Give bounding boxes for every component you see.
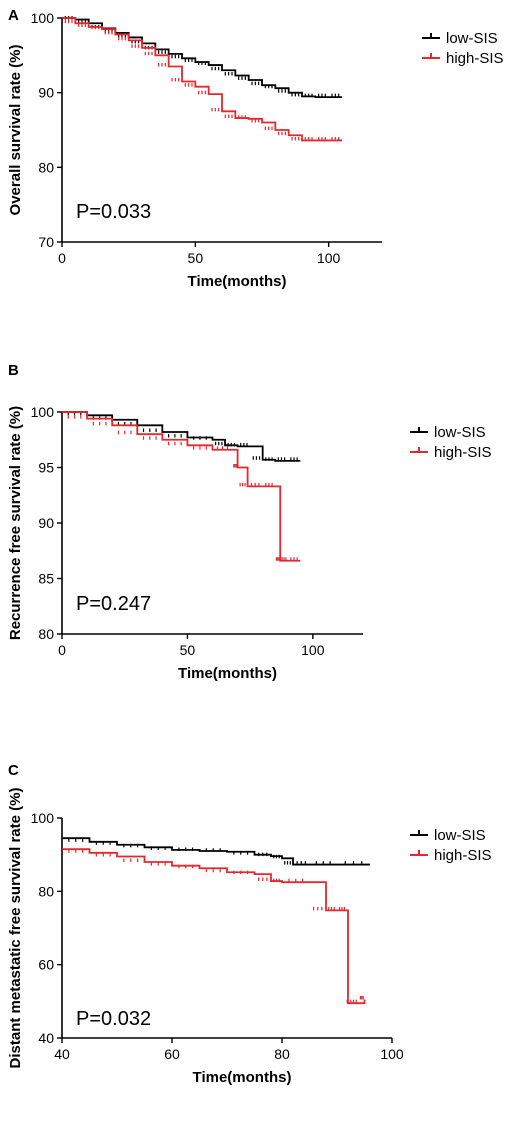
x-axis-label: Time(months) (178, 665, 277, 682)
x-tick-label: 100 (301, 642, 325, 658)
panel-a: A 70 80 90 100 0 50 100 Time(months) Overall surv… (7, 7, 504, 290)
x-axis-label: Time(months) (188, 273, 287, 290)
y-tick-label: 80 (38, 626, 54, 642)
x-tick-label: 50 (188, 250, 204, 266)
x-tick-label: 50 (180, 642, 196, 658)
legend-label-low-sis: low-SIS (434, 827, 486, 844)
panel-c: C 40 60 80 100 40 60 80 100 Time(months) Distant m… (7, 762, 492, 1086)
panel-b: B 80 85 90 95 100 0 50 100 Time(months) Recurrence… (7, 362, 492, 682)
series-line-high-sis (62, 17, 342, 142)
y-tick-label: 100 (31, 810, 55, 826)
y-tick-label: 80 (38, 883, 54, 899)
y-tick-label: 80 (38, 159, 54, 175)
series-line-high-sis (62, 411, 301, 562)
x-tick-label: 60 (164, 1046, 180, 1062)
legend-label-low-sis: low-SIS (434, 424, 486, 441)
x-tick-label: 100 (317, 250, 341, 266)
legend-label-high-sis: high-SIS (446, 50, 504, 67)
series-line-low-sis (62, 837, 370, 866)
y-tick-label: 60 (38, 957, 54, 973)
y-tick-label: 40 (38, 1030, 54, 1046)
y-axis-label: Distant metastatic free survival rate (%… (7, 788, 24, 1069)
y-tick-label: 90 (38, 515, 54, 531)
x-tick-label: 0 (58, 642, 66, 658)
y-tick-label: 100 (31, 10, 55, 26)
y-axis-label: Recurrence free survival rate (%) (7, 406, 24, 640)
x-tick-label: 0 (58, 250, 66, 266)
x-axis-label: Time(months) (193, 1069, 292, 1086)
series-line-high-sis (62, 848, 366, 1005)
x-tick-label: 40 (54, 1046, 70, 1062)
y-axis-label: Overall survival rate (%) (7, 45, 24, 216)
legend-label-high-sis: high-SIS (434, 847, 492, 864)
p-value-annotation: P=0.032 (76, 1008, 151, 1030)
p-value-annotation: P=0.033 (76, 201, 151, 223)
x-tick-label: 80 (274, 1046, 290, 1062)
legend-label-high-sis: high-SIS (434, 444, 492, 461)
y-tick-label: 100 (31, 404, 55, 420)
panel-letter: A (8, 7, 19, 24)
y-tick-label: 70 (38, 234, 54, 250)
panel-letter: C (8, 762, 19, 779)
x-tick-label: 100 (380, 1046, 404, 1062)
y-tick-label: 90 (38, 85, 54, 101)
y-tick-label: 95 (38, 460, 54, 476)
panel-letter: B (8, 362, 19, 379)
y-tick-label: 85 (38, 571, 54, 587)
legend-label-low-sis: low-SIS (446, 30, 498, 47)
p-value-annotation: P=0.247 (76, 593, 151, 615)
